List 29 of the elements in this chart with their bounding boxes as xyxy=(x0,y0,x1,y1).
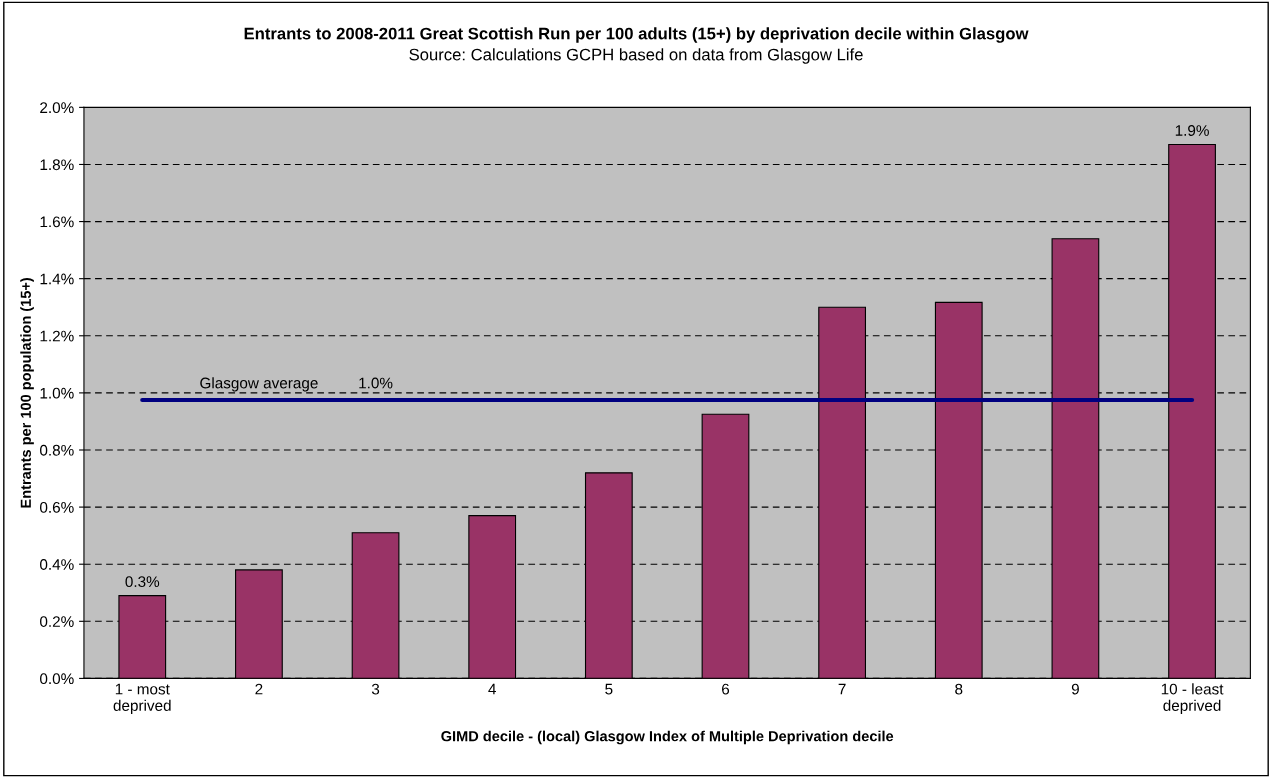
x-tick-label: 7 xyxy=(838,683,846,695)
x-tick-label: 2 xyxy=(255,683,263,695)
chart-subtitle: Source: Calculations GCPH based on data from Glasgow Life xyxy=(409,48,863,64)
chart-title: Entrants to 2008-2011 Great Scottish Run per 100 adults (15+) by deprivation decile within Glasgow xyxy=(244,27,1029,43)
x-tick-label: 1 - most deprived xyxy=(113,683,171,714)
y-tick-label: 1.4% xyxy=(40,273,74,285)
y-tick-label: 0.8% xyxy=(40,444,74,456)
y-axis-title: Entrants per 100 population (15+) xyxy=(20,277,34,508)
x-tick-label: 3 xyxy=(371,683,380,695)
x-tick-label: 5 xyxy=(605,683,613,695)
x-tick-label: 10 - least deprived xyxy=(1161,683,1224,714)
data-label: 1.9% xyxy=(1175,125,1209,136)
y-tick-label: 1.0% xyxy=(40,387,74,399)
x-tick-label: 4 xyxy=(488,683,496,695)
y-tick-label: 2.0% xyxy=(40,102,74,114)
x-tick-label: 8 xyxy=(955,683,963,695)
y-tick-label: 0.6% xyxy=(40,501,74,513)
x-axis-title: GIMD decile - (local) Glasgow Index of Multiple Deprivation decile xyxy=(441,730,894,745)
y-tick-label: 0.0% xyxy=(40,673,74,685)
ref-line-label: Glasgow average xyxy=(200,377,318,392)
y-tick-label: 0.4% xyxy=(40,559,74,570)
data-label: 0.3% xyxy=(125,576,160,588)
y-tick-label: 1.8% xyxy=(40,159,74,171)
y-tick-label: 1.6% xyxy=(40,216,74,228)
y-tick-label: 0.2% xyxy=(40,616,74,627)
x-tick-label: 9 xyxy=(1071,683,1079,695)
x-tick-label: 6 xyxy=(722,683,730,695)
annotation: 1.0% xyxy=(359,377,393,389)
y-tick-label: 1.2% xyxy=(40,330,74,342)
